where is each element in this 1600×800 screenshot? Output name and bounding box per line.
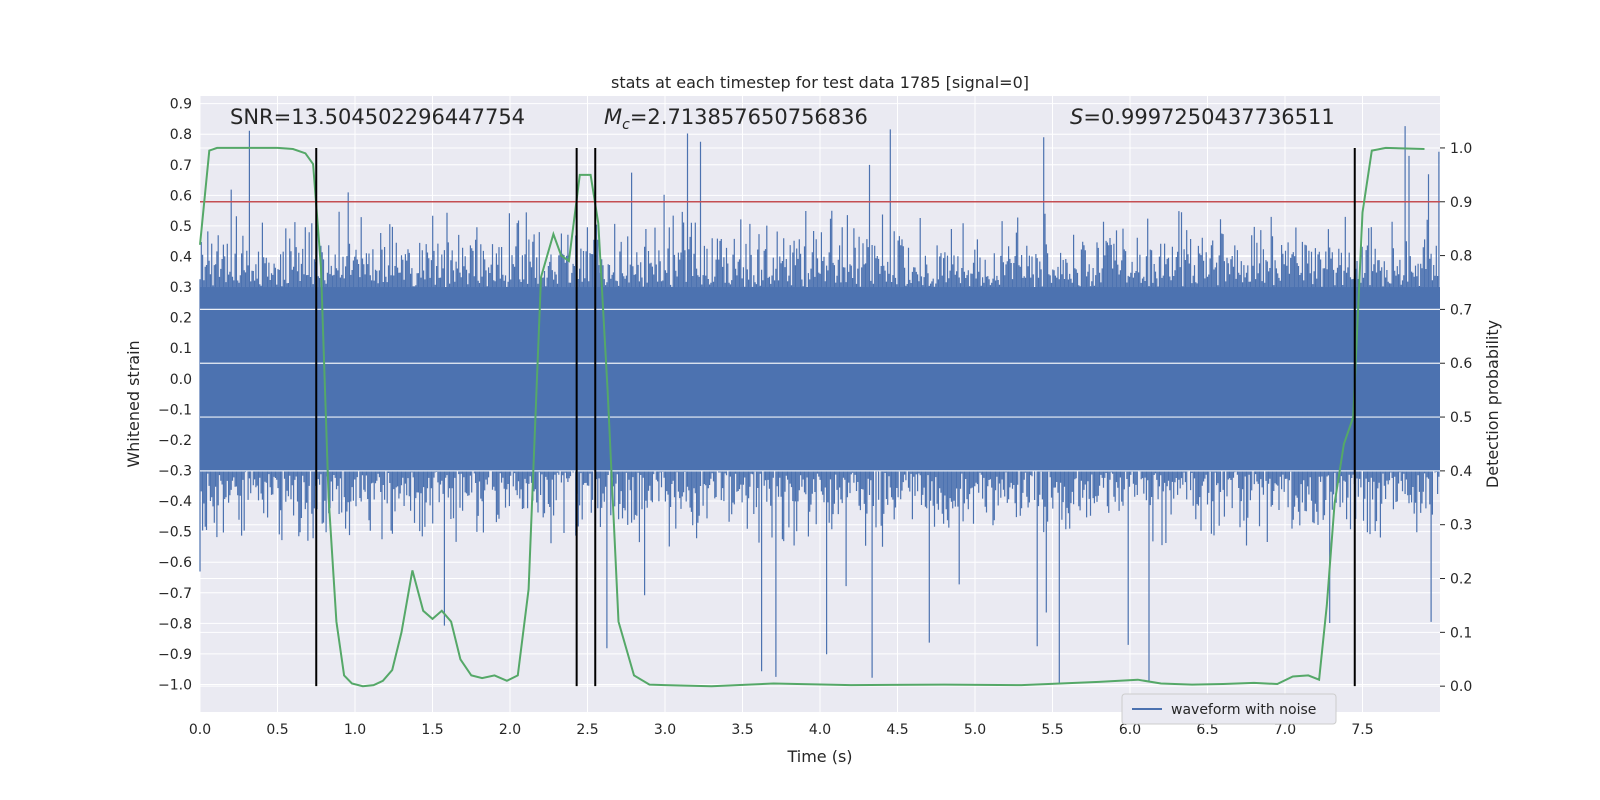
chirp-mass-subscript: c [622,117,630,133]
x-tick-label: 1.0 [344,722,366,738]
chirp-mass-value: =2.713857650756836 [630,105,868,129]
y-tick-label: 0.2 [170,311,192,327]
legend-box [1121,693,1337,725]
x-tick-label: 0.5 [266,722,288,738]
y-tick-label: −0.3 [158,463,192,479]
probability-line [199,146,1425,688]
x-tick-label: 0.0 [189,722,211,738]
s-symbol: S [1070,105,1083,129]
legend: waveform with noise [1121,693,1337,725]
y-tick-label: 0.3 [170,280,192,296]
y-tick-label: −0.2 [158,433,192,449]
y2-tick-label: 0.7 [1450,302,1472,318]
y-tick-label: 0.4 [170,249,192,265]
y-tick-label: −0.5 [158,525,192,541]
y2-tick-label: 0.9 [1450,195,1472,211]
x-tick-label: 6.5 [1196,722,1218,738]
y-tick-label: −0.7 [158,586,192,602]
y-tick-label: 0.6 [170,188,192,204]
y-axis-label: Whitened strain [124,340,143,467]
probability-series [199,146,1425,688]
y2-tick-label: 0.0 [1450,679,1472,695]
legend-label-waveform: waveform with noise [1171,702,1316,718]
y-tick-label: −1.0 [158,677,192,693]
y2-tick-label: 0.4 [1450,464,1472,480]
y-tick-label: −0.6 [158,555,192,571]
y2-tick-label: 0.2 [1450,572,1472,588]
y-tick-label: 0.9 [170,97,192,113]
chart-title: stats at each timestep for test data 178… [611,73,1029,92]
y2-tick-label: 0.6 [1450,356,1472,372]
y2-tick-label: 0.8 [1450,249,1472,265]
x-tick-label: 5.0 [964,722,986,738]
x-tick-label: 1.5 [421,722,443,738]
annotation-s: S=0.9997250437736511 [1070,105,1335,129]
y-tick-label: −0.9 [158,647,192,663]
waveform-series [199,126,1440,684]
x-tick-label: 3.0 [654,722,676,738]
y-tick-label: −0.4 [158,494,192,510]
y2-tick-label: 0.1 [1450,625,1472,641]
y-tick-label: 0.7 [170,158,192,174]
chirp-mass-symbol: M [604,105,622,129]
s-value: =0.9997250437736511 [1083,105,1334,129]
x-tick-label: 7.0 [1274,722,1296,738]
x-axis-label: Time (s) [786,747,852,766]
annotation-chirp-mass: Mc=2.713857650756836 [604,105,868,133]
x-tick-label: 7.5 [1351,722,1373,738]
annotation-snr: SNR=13.504502296447754 [230,105,525,129]
y2-axis-label: Detection probability [1483,320,1502,488]
x-tick-label: 5.5 [1041,722,1063,738]
y-tick-label: 0.8 [170,127,192,143]
y-tick-label: 0.1 [170,341,192,357]
x-tick-label: 2.5 [576,722,598,738]
y2-axis-ticks: 1.0 0.9 0.8 0.7 0.6 0.5 0.4 0.3 0.2 0.1 0.0 [1440,141,1472,695]
y-tick-label: 0.0 [170,372,192,388]
x-tick-label: 4.0 [809,722,831,738]
y-axis-ticks: 0.9 0.8 0.7 0.6 0.5 0.4 0.3 0.2 0.1 0.0 −0.1 −0.2 −0… [158,97,192,694]
y-tick-label: −0.8 [158,616,192,632]
x-tick-label: 4.5 [886,722,908,738]
x-tick-label: 2.0 [499,722,521,738]
x-tick-label: 6.0 [1119,722,1141,738]
y-tick-label: −0.1 [158,402,192,418]
y-tick-label: 0.5 [170,219,192,235]
x-tick-label: 3.5 [731,722,753,738]
y2-tick-label: 1.0 [1450,141,1472,157]
vertical-markers [315,147,1356,687]
y2-tick-label: 0.3 [1450,518,1472,534]
x-axis-ticks: 0.0 0.5 1.0 1.5 2.0 2.5 3.0 3.5 4.0 4.5 5.0 5.5 6.0 6… [189,722,1374,738]
y2-tick-label: 0.5 [1450,410,1472,426]
